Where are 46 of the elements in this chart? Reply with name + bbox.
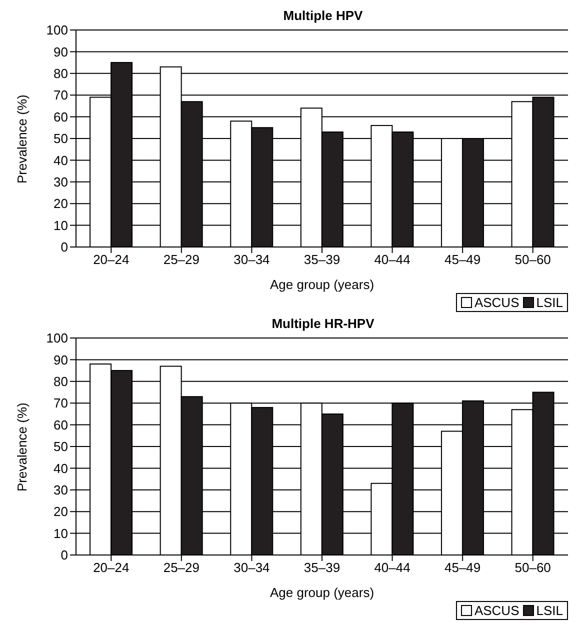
y-tick-label: 40	[54, 152, 68, 168]
y-tick-label: 10	[54, 218, 68, 233]
x-tick-label: 35–39	[304, 252, 340, 268]
y-axis-title: Prevalence (%)	[14, 94, 30, 184]
x-tick-label: 30–34	[234, 560, 270, 576]
y-tick-label: 40	[54, 460, 68, 476]
y-tick-label: 60	[54, 109, 68, 124]
x-tick-label: 35–39	[304, 560, 340, 576]
y-tick-label: 30	[54, 174, 68, 190]
y-tick-label: 80	[54, 66, 68, 82]
y-tick-label: 100	[46, 330, 68, 346]
y-tick-label: 0	[60, 548, 68, 563]
x-tick-label: 45–49	[444, 560, 481, 576]
y-tick-label: 80	[54, 374, 68, 390]
y-tick-label: 30	[54, 482, 68, 498]
x-tick-label: 25–29	[163, 560, 200, 576]
legend-label: ASCUS	[473, 603, 520, 618]
chart-title: Multiple HR-HPV	[270, 316, 376, 332]
x-tick-label: 50–60	[514, 560, 551, 576]
x-tick-label: 20–24	[93, 560, 130, 576]
y-tick-label: 90	[54, 352, 68, 368]
y-tick-label: 70	[54, 88, 68, 103]
x-tick-label: 30–34	[234, 252, 270, 268]
y-tick-label: 100	[46, 22, 68, 38]
legend-label: LSIL	[535, 603, 563, 618]
y-tick-label: 0	[60, 240, 68, 255]
y-axis-title: Prevalence (%)	[14, 402, 30, 492]
y-tick-label: 60	[54, 417, 68, 432]
x-axis-title: Age group (years)	[270, 277, 374, 292]
x-tick-label: 40–44	[374, 560, 410, 576]
y-tick-label: 20	[54, 196, 68, 212]
x-tick-label: 25–29	[163, 252, 200, 268]
x-tick-label: 45–49	[444, 252, 481, 268]
x-tick-label: 40–44	[374, 252, 410, 268]
y-tick-label: 70	[54, 396, 68, 411]
y-tick-label: 10	[54, 526, 68, 541]
y-tick-label: 50	[54, 131, 68, 146]
y-tick-label: 90	[54, 44, 68, 60]
y-tick-label: 20	[54, 504, 68, 520]
legend-label: ASCUS	[473, 295, 520, 310]
x-axis-title: Age group (years)	[270, 585, 374, 600]
x-tick-label: 50–60	[514, 252, 551, 268]
legend-label: LSIL	[535, 295, 563, 310]
x-tick-label: 20–24	[93, 252, 130, 268]
chart-title: Multiple HPV	[282, 8, 364, 24]
y-tick-label: 50	[54, 439, 68, 454]
